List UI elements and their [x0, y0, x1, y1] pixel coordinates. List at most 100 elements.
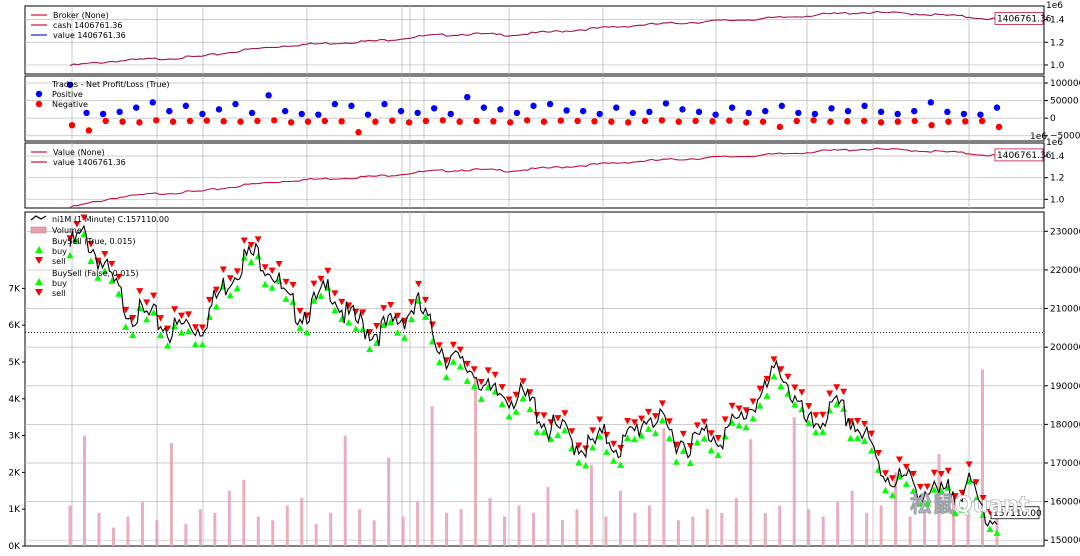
trades-positive-point: [331, 100, 339, 108]
price-buy-marker: [833, 400, 841, 408]
value-last-value-label: 1406761.36: [997, 151, 1052, 161]
price-volume-bar: [97, 512, 101, 546]
price-sell-marker: [596, 416, 604, 424]
price-buy-marker: [421, 313, 429, 320]
price-buy-marker: [742, 423, 750, 431]
price-buy-marker: [756, 402, 764, 409]
price-buy-marker: [449, 358, 457, 365]
price-buy-marker: [254, 252, 262, 260]
price-sell-marker: [414, 280, 422, 288]
price-sell-marker: [505, 396, 513, 404]
price-sell-marker: [212, 286, 220, 294]
trades-positive-point: [182, 102, 190, 110]
price-volume-bar: [879, 505, 883, 546]
price-sell-marker: [833, 384, 841, 391]
price-volume-bar: [285, 505, 289, 546]
price-volume-bar: [778, 505, 782, 546]
price-legend-swatch-4: [35, 257, 43, 264]
trades-negative-point: [153, 117, 160, 124]
price-buy-marker: [136, 304, 144, 312]
price-sell-marker: [854, 418, 862, 425]
trades-positive-point: [430, 105, 438, 112]
price-sell-marker: [972, 479, 980, 486]
price-buy-marker: [589, 443, 597, 451]
price-volume-bar: [372, 520, 376, 546]
price-sell-marker: [826, 390, 834, 398]
price-sell-marker: [296, 307, 304, 315]
trades-negative-point: [304, 118, 312, 125]
price-volume-bar: [213, 512, 217, 546]
trades-positive-point: [861, 102, 868, 110]
trades-negative-point: [692, 117, 699, 125]
price-volume-bar: [416, 501, 420, 546]
trades-positive-point: [563, 107, 570, 114]
trades-negative-point: [473, 117, 480, 125]
price-volume-bar: [68, 505, 72, 546]
value-ytick-label-1: 1.2: [1050, 174, 1064, 184]
price-volume-bar: [633, 512, 637, 546]
price-buy-marker: [686, 459, 694, 467]
price-buy-marker: [881, 486, 889, 494]
trades-legend-label-0: Trades - Net Profit/Loss (True): [51, 80, 170, 89]
price-buy-marker: [331, 306, 339, 314]
price-volume-bar: [111, 527, 115, 546]
price-sell-marker: [512, 391, 520, 399]
price-sell-marker: [477, 378, 485, 386]
trades-negative-point: [928, 121, 935, 129]
price-sell-marker: [435, 342, 443, 349]
price-buy-marker: [861, 437, 869, 444]
trades-positive-point: [281, 107, 289, 115]
price-buy-marker: [533, 428, 541, 435]
price-legend-label-1: Volume: [52, 226, 82, 235]
broker-ytick-label-1: 1.2: [1050, 38, 1064, 48]
price-sell-marker: [965, 461, 973, 468]
price-sell-marker: [735, 405, 743, 412]
trades-negative-point: [641, 117, 649, 125]
price-ytick-label-4: 190000: [1050, 382, 1080, 392]
price-volume-bar: [314, 523, 318, 546]
trades-positive-point: [497, 106, 504, 113]
price-ytick-label-6: 170000: [1050, 459, 1080, 469]
price-volume-bar: [966, 512, 970, 546]
trades-positive-point: [795, 109, 802, 117]
trades-positive-point: [265, 92, 272, 99]
price-sell-marker: [561, 410, 569, 417]
price-ytick-label-8: 150000: [1050, 536, 1080, 546]
price-volume-bar: [155, 520, 159, 546]
trades-legend-swatch-1: [35, 90, 43, 98]
trades-negative-point: [860, 117, 868, 125]
trades-negative-point: [355, 129, 362, 136]
price-sell-marker: [115, 273, 123, 281]
price-buy-marker: [714, 451, 722, 459]
price-buy-marker: [777, 382, 785, 390]
price-sell-marker: [198, 324, 206, 331]
trades-positive-point: [447, 110, 454, 118]
trades-positive-point: [248, 109, 256, 117]
trades-negative-point: [911, 117, 918, 125]
price-buy-marker: [122, 323, 130, 330]
price-volume-bar: [343, 435, 347, 546]
price-sell-marker: [749, 398, 757, 405]
price-buy-marker: [205, 313, 213, 320]
price-buy-marker: [143, 315, 151, 323]
broker-ytick-label-2: 1.4: [1050, 16, 1065, 26]
price-sell-marker: [519, 378, 527, 385]
price-volume-bar: [401, 516, 405, 546]
price-buy-marker: [631, 435, 639, 443]
trades-negative-point: [169, 118, 177, 125]
price-sell-marker: [658, 400, 666, 407]
trades-negative-point: [439, 117, 446, 124]
price-buy-marker: [261, 280, 269, 288]
price-sell-marker: [624, 418, 632, 425]
price-sell-marker: [254, 236, 262, 243]
price-volume-bar: [387, 457, 391, 546]
price-buy-marker: [721, 432, 729, 440]
trades-negative-point: [793, 117, 800, 125]
value-series-value-line: [69, 147, 998, 209]
price-buy-marker: [317, 292, 325, 299]
price-sell-marker: [282, 278, 290, 286]
price-sell-marker: [268, 267, 276, 275]
trades-negative-point: [675, 118, 682, 125]
trades-positive-point: [728, 104, 736, 111]
trades-negative-point: [490, 118, 497, 125]
